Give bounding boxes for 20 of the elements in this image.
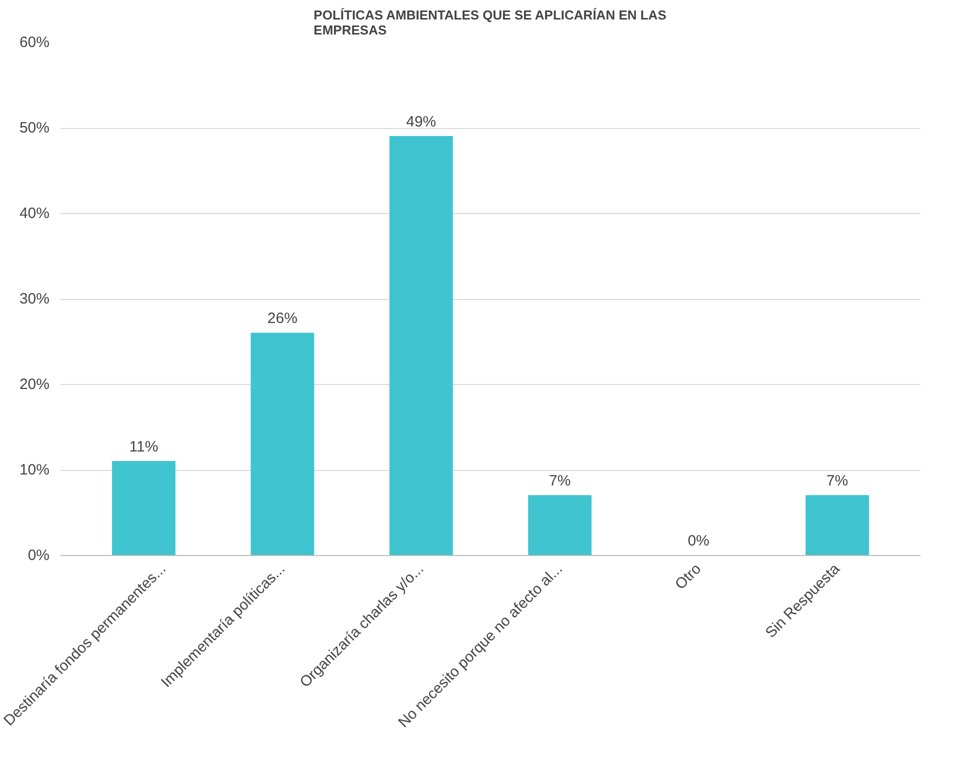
data-label: 26% <box>267 310 298 328</box>
y-tick-label: 30% <box>19 290 50 308</box>
bar <box>806 495 869 556</box>
chart-title: POLÍTICAS AMBIENTALES QUE SE APLICARÍAN EN LAS EMPRESAS <box>314 8 667 38</box>
data-label: 0% <box>688 532 710 550</box>
data-label: 7% <box>549 472 571 490</box>
y-tick-label: 10% <box>19 462 50 478</box>
y-tick-label: 50% <box>19 120 50 136</box>
data-label: 11% <box>129 438 158 456</box>
bar <box>389 136 453 556</box>
bar <box>250 332 314 556</box>
bar <box>528 495 592 556</box>
x-tick-label: Otro <box>672 560 705 594</box>
data-label: 49% <box>406 114 436 131</box>
bar <box>112 460 176 556</box>
y-tick-label: 20% <box>19 376 50 393</box>
y-tick-label: 0% <box>28 547 50 564</box>
y-tick-label: 60% <box>19 34 50 51</box>
y-tick-label: 40% <box>19 205 50 222</box>
data-label: 7% <box>826 472 848 490</box>
